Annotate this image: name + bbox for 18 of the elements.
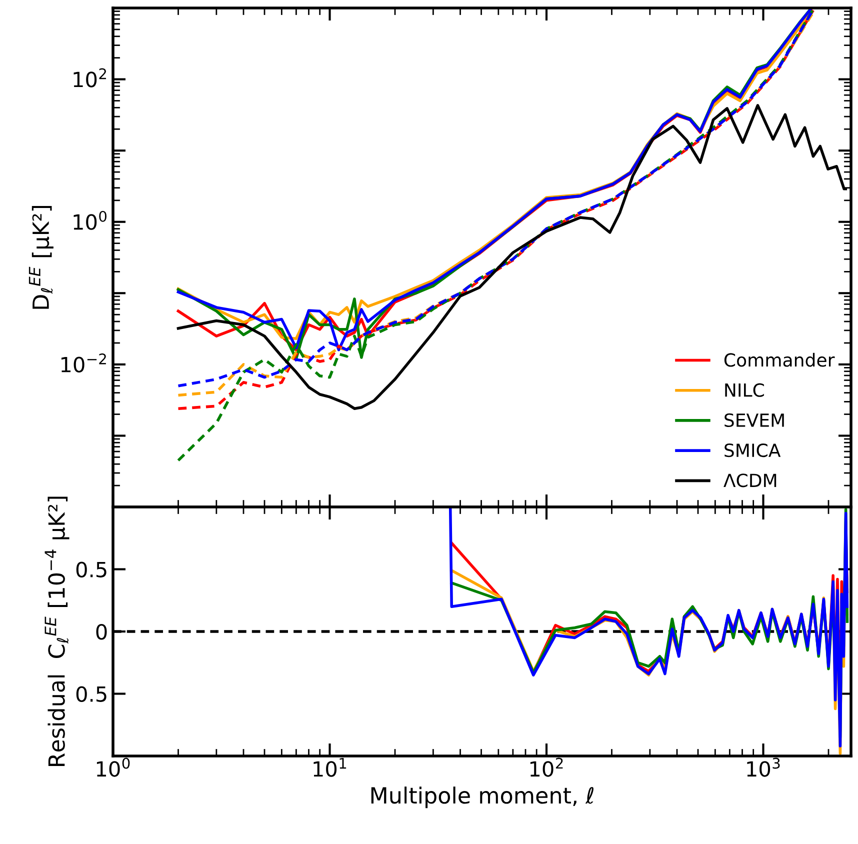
y-tick-label: 10$^{0}$ bbox=[74, 210, 106, 230]
legend-label: SEVEM bbox=[724, 413, 784, 428]
x-axis-title: Multipole moment, ℓ bbox=[371, 786, 594, 808]
y-axis-title: Residual C$_{ℓ}$$^{EE}$ [10$^{−4}$ μK²] bbox=[44, 496, 70, 766]
x-tick-label: 10$^{3}$ bbox=[747, 758, 780, 777]
legend-label: NILC bbox=[725, 383, 764, 397]
y-tick-label: 0.5 bbox=[76, 562, 106, 578]
legend-label: ΛCDM bbox=[724, 474, 776, 488]
y-tick-label: 0 bbox=[96, 624, 107, 640]
y-tick-label: 10$^{−2}$ bbox=[61, 353, 106, 372]
y-axis-title: D$_{ℓ}$$^{EE}$ [μK²] bbox=[28, 206, 54, 309]
legend-label: SMICA bbox=[724, 443, 781, 458]
y-tick-label: 0.5 bbox=[76, 686, 106, 702]
legend-label: Commander bbox=[724, 352, 835, 367]
y-tick-label: 10$^{2}$ bbox=[74, 68, 106, 88]
x-tick-label: 10$^{0}$ bbox=[96, 758, 130, 777]
x-tick-label: 10$^{1}$ bbox=[314, 758, 346, 777]
x-tick-label: 10$^{2}$ bbox=[530, 758, 563, 777]
